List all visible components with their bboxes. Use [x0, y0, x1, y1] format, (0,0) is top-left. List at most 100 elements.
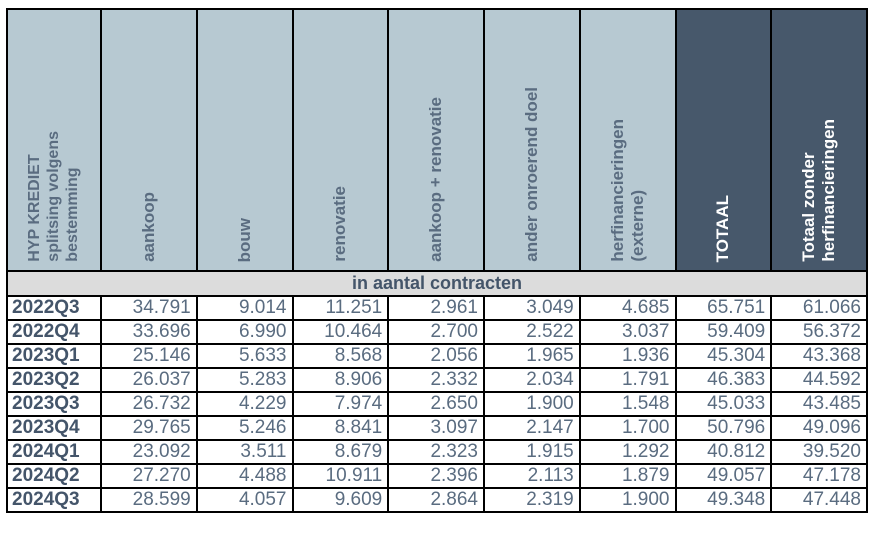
value-cell: 1.791 — [578, 367, 677, 393]
unit-band-row: in aantal contracten — [6, 270, 868, 297]
column-header-4: aankoop + renovatie — [387, 8, 485, 272]
value-cell: 8.568 — [291, 343, 390, 369]
value-cell: 8.906 — [291, 367, 390, 393]
row-period-label: 2023Q4 — [6, 415, 102, 441]
column-header-7: TOTAAL — [674, 8, 773, 272]
value-cell: 4.057 — [195, 487, 294, 513]
value-cell: 44.592 — [770, 367, 868, 393]
value-cell: 8.841 — [291, 415, 390, 441]
table-row: 2024Q3 28.599 4.057 9.609 2.864 2.319 1.900 49.… — [6, 487, 868, 513]
column-header-2: bouw — [195, 8, 294, 272]
value-cell: 39.520 — [770, 439, 868, 465]
value-cell: 1.900 — [483, 391, 581, 417]
value-cell: 2.319 — [483, 487, 581, 513]
value-cell: 50.796 — [674, 415, 773, 441]
value-cell: 1.965 — [483, 343, 581, 369]
row-period-label: 2023Q3 — [6, 391, 102, 417]
value-cell: 5.633 — [195, 343, 294, 369]
value-cell: 3.511 — [195, 439, 294, 465]
value-cell: 5.283 — [195, 367, 294, 393]
value-cell: 2.034 — [483, 367, 581, 393]
corner-header-label: HYP KREDIET splitsing volgens bestemming — [25, 131, 81, 262]
column-header-label: aankoop + renovatie — [426, 97, 446, 262]
table-row: 2024Q2 27.270 4.488 10.911 2.396 2.113 1.879 49… — [6, 463, 868, 489]
table-row: 2024Q1 23.092 3.511 8.679 2.323 1.915 1.292 40.… — [6, 439, 868, 465]
row-period-label: 2024Q2 — [6, 463, 102, 489]
corner-header-cell: HYP KREDIET splitsing volgens bestemming — [6, 8, 102, 272]
row-period-label: 2024Q1 — [6, 439, 102, 465]
value-cell: 43.485 — [770, 391, 868, 417]
table-row: 2022Q4 33.696 6.990 10.464 2.700 2.522 3.037 59… — [6, 319, 868, 345]
table-row: 2022Q3 34.791 9.014 11.251 2.961 3.049 4.685 65… — [6, 295, 868, 321]
value-cell: 34.791 — [100, 295, 198, 321]
value-cell: 26.732 — [100, 391, 198, 417]
value-cell: 10.464 — [291, 319, 390, 345]
value-cell: 9.609 — [291, 487, 390, 513]
value-cell: 3.037 — [578, 319, 677, 345]
column-header-label: ander onroerend doel — [521, 87, 541, 262]
value-cell: 1.879 — [578, 463, 677, 489]
column-header-1: aankoop — [100, 8, 198, 272]
column-header-5: ander onroerend doel — [483, 8, 581, 272]
value-cell: 65.751 — [674, 295, 773, 321]
value-cell: 1.900 — [578, 487, 677, 513]
column-header-label: bouw — [234, 217, 254, 262]
value-cell: 2.056 — [387, 343, 485, 369]
value-cell: 2.323 — [387, 439, 485, 465]
value-cell: 4.229 — [195, 391, 294, 417]
row-period-label: 2024Q3 — [6, 487, 102, 513]
column-header-label: renovatie — [330, 186, 350, 262]
value-cell: 2.700 — [387, 319, 485, 345]
value-cell: 1.936 — [578, 343, 677, 369]
value-cell: 2.961 — [387, 295, 485, 321]
value-cell: 2.332 — [387, 367, 485, 393]
value-cell: 1.915 — [483, 439, 581, 465]
unit-band-label: in aantal contracten — [6, 270, 868, 297]
value-cell: 4.685 — [578, 295, 677, 321]
column-header-label: TOTAAL — [713, 194, 733, 262]
column-header-row: HYP KREDIET splitsing volgens bestemming… — [6, 8, 868, 272]
value-cell: 2.650 — [387, 391, 485, 417]
value-cell: 9.014 — [195, 295, 294, 321]
column-header-8: Totaal zonder herfinancieringen — [770, 8, 868, 272]
value-cell: 1.700 — [578, 415, 677, 441]
value-cell: 1.292 — [578, 439, 677, 465]
value-cell: 46.383 — [674, 367, 773, 393]
value-cell: 2.113 — [483, 463, 581, 489]
value-cell: 2.864 — [387, 487, 485, 513]
value-cell: 27.270 — [100, 463, 198, 489]
value-cell: 8.679 — [291, 439, 390, 465]
hyp-krediet-table-container: HYP KREDIET splitsing volgens bestemming… — [6, 8, 868, 513]
table-body: 2022Q3 34.791 9.014 11.251 2.961 3.049 4.685 65… — [6, 295, 868, 513]
value-cell: 40.812 — [674, 439, 773, 465]
value-cell: 10.911 — [291, 463, 390, 489]
row-period-label: 2022Q3 — [6, 295, 102, 321]
column-header-label: Totaal zonder herfinancieringen — [799, 119, 839, 262]
value-cell: 3.097 — [387, 415, 485, 441]
table-row: 2023Q1 25.146 5.633 8.568 2.056 1.965 1.936 45.… — [6, 343, 868, 369]
value-cell: 45.033 — [674, 391, 773, 417]
column-header-label: aankoop — [138, 192, 158, 262]
value-cell: 11.251 — [291, 295, 390, 321]
table-row: 2023Q2 26.037 5.283 8.906 2.332 2.034 1.791 46.… — [6, 367, 868, 393]
value-cell: 59.409 — [674, 319, 773, 345]
row-period-label: 2023Q2 — [6, 367, 102, 393]
value-cell: 29.765 — [100, 415, 198, 441]
value-cell: 2.522 — [483, 319, 581, 345]
value-cell: 2.147 — [483, 415, 581, 441]
value-cell: 28.599 — [100, 487, 198, 513]
value-cell: 47.448 — [770, 487, 868, 513]
hyp-krediet-table: HYP KREDIET splitsing volgens bestemming… — [6, 8, 868, 513]
value-cell: 1.548 — [578, 391, 677, 417]
value-cell: 49.096 — [770, 415, 868, 441]
value-cell: 56.372 — [770, 319, 868, 345]
value-cell: 6.990 — [195, 319, 294, 345]
value-cell: 49.057 — [674, 463, 773, 489]
row-period-label: 2023Q1 — [6, 343, 102, 369]
value-cell: 5.246 — [195, 415, 294, 441]
value-cell: 61.066 — [770, 295, 868, 321]
column-header-label: herfinancieringen (externe) — [607, 119, 647, 262]
column-header-6: herfinancieringen (externe) — [578, 8, 677, 272]
value-cell: 33.696 — [100, 319, 198, 345]
value-cell: 25.146 — [100, 343, 198, 369]
